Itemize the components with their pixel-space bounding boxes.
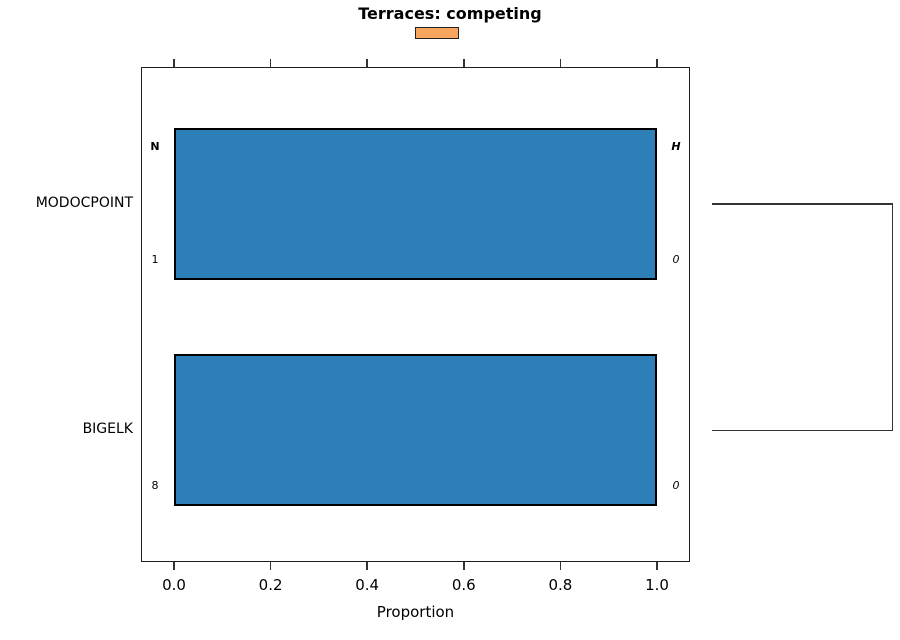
row-left-header: N xyxy=(150,140,160,153)
row-left-count: 8 xyxy=(151,479,159,492)
x-tick-label: 0.2 xyxy=(258,576,283,594)
x-axis-tick-bottom xyxy=(269,562,272,570)
x-axis-tick-top xyxy=(559,59,562,67)
x-axis-tick-bottom xyxy=(366,562,368,570)
category-connector-bracket-right xyxy=(891,203,893,431)
x-axis-tick-bottom xyxy=(463,562,465,570)
category-connector-bracket-bottom xyxy=(712,429,893,431)
x-axis-tick-bottom xyxy=(559,562,562,570)
x-axis-tick-top xyxy=(173,59,175,67)
row-right-header: H xyxy=(671,140,681,153)
x-tick-label: 0.0 xyxy=(162,576,186,594)
x-tick-label: 1.0 xyxy=(645,576,669,594)
legend: Tread Riser xyxy=(0,24,830,42)
x-axis-tick-top xyxy=(463,59,465,67)
row-left-count: 1 xyxy=(151,253,159,266)
y-axis-label: MODOCPOINT xyxy=(35,194,133,211)
x-axis-tick-bottom xyxy=(173,562,175,570)
x-tick-label: 0.8 xyxy=(548,576,573,594)
bar-tread xyxy=(174,354,657,506)
row-right-count: 0 xyxy=(672,253,680,266)
category-connector-bracket-top xyxy=(712,203,893,205)
x-axis-title: Proportion xyxy=(376,603,455,621)
x-axis-tick-top xyxy=(656,59,658,67)
x-axis-tick-top xyxy=(366,59,368,67)
x-axis-tick-top xyxy=(269,59,272,67)
legend-swatch-riser xyxy=(415,27,459,39)
x-tick-label: 0.6 xyxy=(451,576,476,594)
chart-title: Terraces: competing xyxy=(358,4,542,23)
bar-tread xyxy=(174,128,657,280)
x-tick-label: 0.4 xyxy=(355,576,380,594)
y-axis-label: BIGELK xyxy=(82,420,133,437)
row-right-count: 0 xyxy=(672,479,680,492)
x-axis-tick-bottom xyxy=(656,562,658,570)
